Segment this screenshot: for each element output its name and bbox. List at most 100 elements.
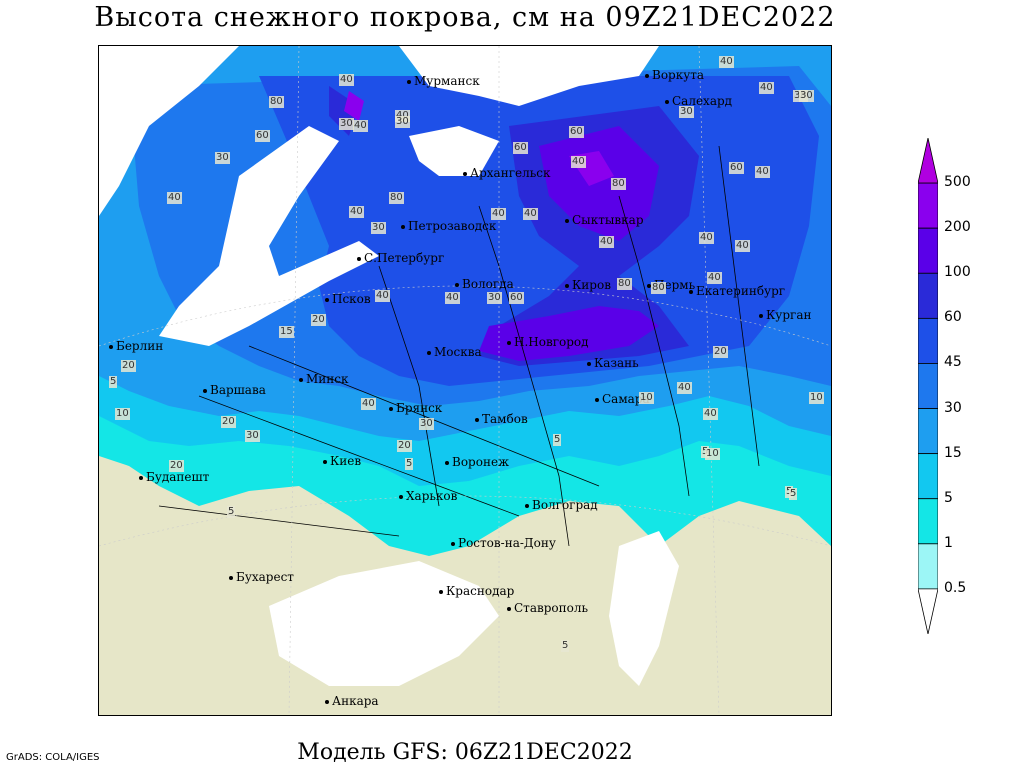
city-name: Брянск [396,401,443,415]
contour-label: 20 [311,314,326,326]
contour-label: 40 [523,208,538,220]
contour-label: 30 [679,106,694,118]
contour-label: 60 [255,130,270,142]
city-label: Варшава [203,383,266,397]
legend-level-label: 200 [944,219,971,236]
legend-swatch [918,138,938,184]
contour-label: 10 [639,392,654,404]
city-name: Воркута [652,68,705,82]
city-name: Воронеж [452,455,510,469]
city-label: Воронеж [445,455,509,469]
city-marker [645,73,649,78]
contour-label: 5 [405,458,414,470]
city-marker [399,494,403,499]
legend-level-label: 60 [944,309,962,326]
city-label: Салехард [665,94,732,108]
city-label: Вологда [455,277,514,291]
city-name: Краснодар [446,584,515,598]
legend-level-label: 100 [944,264,971,281]
city-label: Краснодар [439,584,514,598]
contour-label: 30 [245,430,260,442]
contour-label: 5 [561,640,570,652]
legend-level-label: 1 [944,534,953,551]
contour-label: 30 [395,116,410,128]
city-label: Бухарест [229,570,294,584]
contour-label: 80 [651,282,666,294]
city-marker [475,417,479,422]
city-marker [759,313,763,318]
city-marker [401,224,405,229]
contour-label: 40 [571,156,586,168]
city-name: Ставрополь [514,601,589,615]
contour-label: 30 [487,292,502,304]
legend-swatch [918,363,938,409]
city-name: Волгоград [532,498,598,512]
city-marker [689,289,693,294]
legend-swatch [918,453,938,500]
contour-label: 10 [115,408,130,420]
contour-label: 5 [227,506,236,518]
contour-label: 40 [699,232,714,244]
contour-label: 40 [349,206,364,218]
contour-label: 30 [215,152,230,164]
contour-label: 40 [353,120,368,132]
contour-label: 40 [445,292,460,304]
norwegian-sea [99,46,239,216]
legend-level-label: 5 [944,489,953,506]
contour-label: 20 [713,346,728,358]
legend-level-label: 0.5 [944,579,967,596]
city-name: Бухарест [236,570,294,584]
city-name: Салехард [672,94,733,108]
barents-sea [399,46,659,106]
city-name: Сыктывкар [572,213,644,227]
city-marker [427,350,431,355]
city-name: Курган [766,308,812,322]
city-label: Архангельск [463,166,550,180]
contour-label: 20 [221,416,236,428]
border-lines [158,145,760,547]
city-marker [525,503,529,508]
contour-label: 80 [617,278,632,290]
contour-label: 40 [735,240,750,252]
city-label: Сыктывкар [565,213,644,227]
city-marker [595,397,599,402]
contour-label: 20 [169,460,184,472]
contour-label: 40 [703,408,718,420]
contour-label: 60 [729,162,744,174]
city-label: Тамбов [475,412,528,426]
city-name: Вологда [462,277,514,291]
contour-label: 40 [759,82,774,94]
legend-level-label: 500 [944,174,971,191]
city-name: Берлин [116,339,164,353]
city-name: Тамбов [482,412,528,426]
city-marker [647,283,651,288]
baltic-sea [159,126,379,346]
city-marker [463,171,467,176]
city-label: Мурманск [407,74,480,88]
city-marker [299,377,303,382]
city-name: Москва [434,345,482,359]
contour-label: 60 [513,142,528,154]
legend-swatch [918,498,938,545]
legend-swatch [918,408,938,455]
city-name: Анкара [332,694,379,708]
city-name: Киев [330,454,362,468]
caspian-sea [609,531,679,686]
city-label: Брянск [389,401,442,415]
city-marker [665,99,669,104]
city-label: Самара [595,392,650,406]
contour-label: 40 [599,236,614,248]
contour-label: 15 [279,326,294,338]
city-label: Анкара [325,694,379,708]
map-canvas [99,46,831,715]
contour-label: 40 [677,382,692,394]
graticule [99,46,831,715]
contour-label: 40 [719,56,734,68]
city-label: С.Петербург [357,251,444,265]
contour-label: 80 [611,178,626,190]
contour-label: 30 [799,90,814,102]
contour-label: 80 [269,96,284,108]
map-title: Высота снежного покрова, см на 09Z21DEC2… [94,2,836,33]
legend-level-label: 30 [944,399,962,416]
city-name: Архангельск [470,166,551,180]
